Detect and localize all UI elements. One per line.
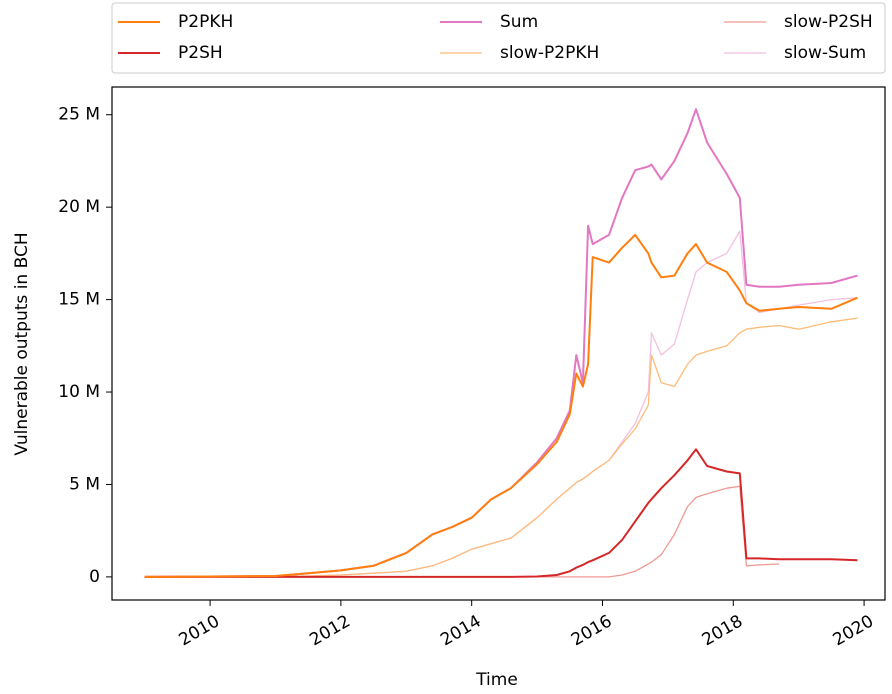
- x-axis-label: Time: [475, 670, 518, 690]
- x-tick-label: 2014: [437, 611, 484, 650]
- series-line: [144, 317, 858, 578]
- y-tick-label: 20 M: [58, 197, 100, 217]
- x-tick-label: 2012: [306, 611, 353, 650]
- y-tick-label: 25 M: [58, 105, 100, 125]
- y-axis-label: Vulnerable outputs in BCH: [12, 232, 32, 455]
- legend-label: slow-P2SH: [784, 12, 873, 32]
- legend-label: Sum: [500, 12, 538, 32]
- plot-frame: [111, 86, 886, 601]
- series-line: [144, 108, 858, 578]
- legend-label: P2PKH: [178, 12, 233, 32]
- series-line: [144, 230, 858, 578]
- y-tick-label: 5 M: [69, 474, 100, 494]
- y-tick-label: 0: [89, 567, 100, 587]
- x-tick-label: 2010: [176, 611, 223, 650]
- x-tick-label: 2020: [830, 611, 877, 650]
- y-tick-label: 10 M: [58, 382, 100, 402]
- legend-label: P2SH: [178, 43, 223, 63]
- x-tick-label: 2016: [568, 611, 615, 650]
- series-line: [144, 485, 780, 578]
- legend-label: slow-P2PKH: [500, 43, 599, 63]
- series-line: [144, 233, 858, 578]
- series-line: [144, 448, 858, 578]
- x-tick-label: 2018: [699, 611, 746, 650]
- y-tick-label: 15 M: [58, 290, 100, 310]
- legend-box: [111, 2, 886, 74]
- legend-label: slow-Sum: [784, 43, 866, 63]
